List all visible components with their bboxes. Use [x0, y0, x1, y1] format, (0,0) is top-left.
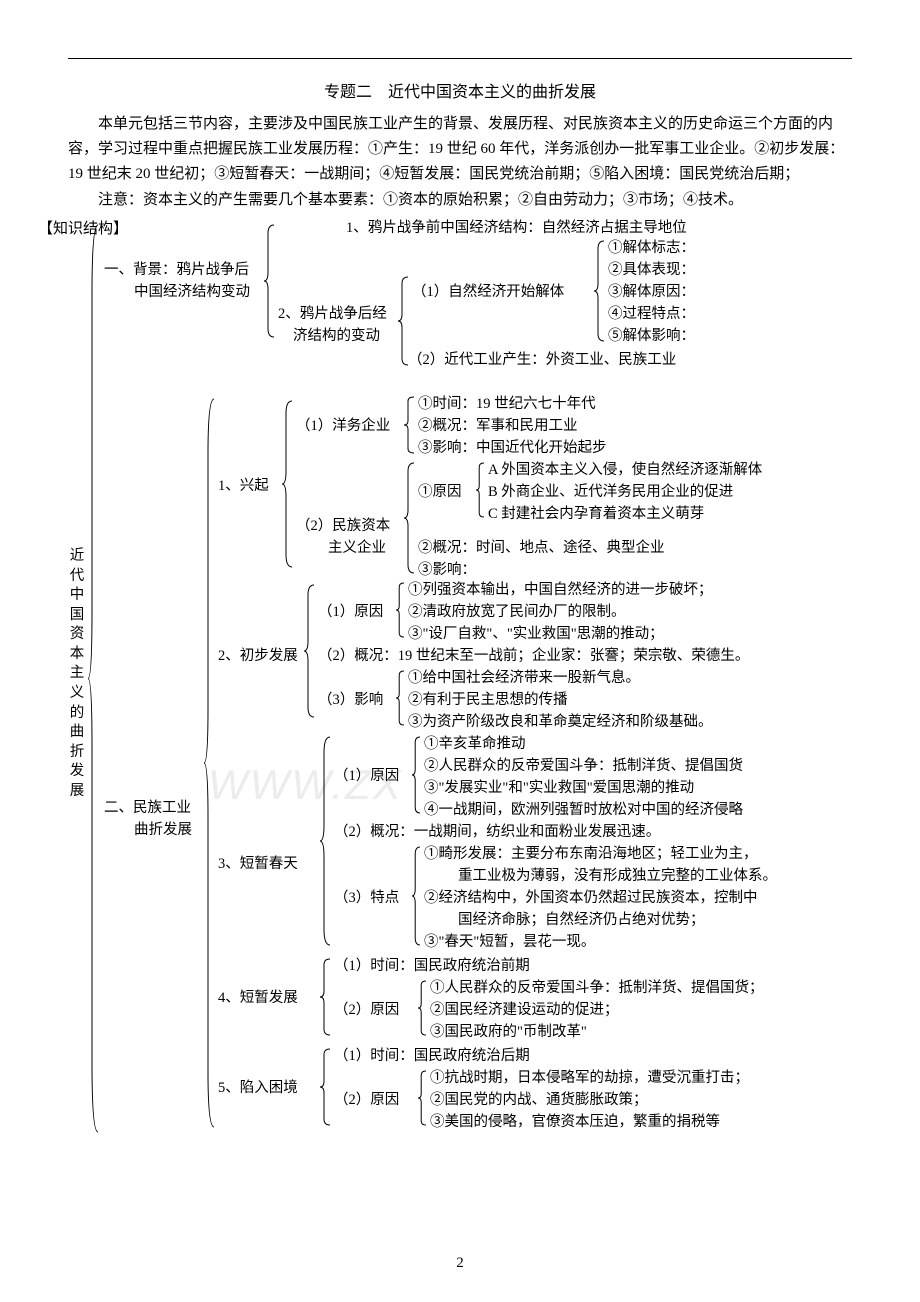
- s1-b2: ②概况：时间、地点、途径、典型企业: [418, 537, 665, 559]
- s4-head: 4、短暂发展: [218, 987, 298, 1009]
- root-label: 近代中国资本主义的曲折发展: [68, 547, 86, 801]
- s2-a-1: ①列强资本输出，中国自然经济的进一步破坏；: [408, 579, 713, 601]
- s3-c-2b: 国经济命脉；自然经济仍占绝对优势；: [458, 909, 705, 931]
- s2-a-2: ②清政府放宽了民间办厂的限制。: [408, 601, 626, 623]
- s3-c-2: ②经济结构中，外国资本仍然超过民族资本，控制中: [424, 887, 758, 909]
- s1-b1-c: C 封建社会内孕育着资本主义萌芽: [488, 503, 704, 525]
- s4-b-3: ③国民政府的"币制改革": [430, 1021, 587, 1043]
- s5-b-2: ②国民党的内战、通货膨胀政策；: [430, 1089, 648, 1111]
- s1-b1-b: B 外商企业、近代洋务民用企业的促进: [488, 481, 733, 503]
- s2-c-3: ③为资产阶级改良和革命奠定经济和阶级基础。: [408, 711, 713, 733]
- s5-b-head: （2）原因: [334, 1089, 399, 1111]
- s1-b1-a: A 外国资本主义入侵，使自然经济逐渐解体: [488, 459, 762, 481]
- intro-para-1: 本单元包括三节内容，主要涉及中国民族工业产生的背景、发展历程、对民族资本主义的历…: [68, 112, 852, 186]
- dev-head-l2: 曲折发展: [134, 819, 192, 841]
- s4-b-2: ②国民经济建设运动的促进；: [430, 999, 619, 1021]
- bg-item2-head-l2: 济结构的变动: [293, 325, 380, 347]
- s5-b-1: ①抗战时期，日本侵略军的劫掠，遭受沉重打击；: [430, 1067, 749, 1089]
- bg-item2a-2: ②具体表现：: [608, 259, 695, 281]
- bg-item2-head: 2、鸦片战争后经: [278, 303, 387, 325]
- bg-head-l1: 一、背景：鸦片战争后: [104, 259, 249, 281]
- top-rule: [68, 58, 852, 59]
- bg-item2a-head: （1）自然经济开始解体: [412, 281, 564, 303]
- bg-item2b: （2）近代工业产生：外资工业、民族工业: [408, 349, 676, 371]
- s3-a-2: ②人民群众的反帝爱国斗争：抵制洋货、提倡国货: [424, 755, 743, 777]
- s1-b-head-l1: （2）民族资本: [296, 515, 390, 537]
- bg-item2a-5: ⑤解体影响：: [608, 325, 695, 347]
- page-content: 专题二 近代中国资本主义的曲折发展 本单元包括三节内容，主要涉及中国民族工业产生…: [68, 78, 852, 1227]
- s1-b1-head: ①原因: [418, 481, 462, 503]
- s3-b: （2）概况：一战期间，纺织业和面粉业发展迅速。: [334, 821, 660, 843]
- s3-a-head: （1）原因: [334, 765, 399, 787]
- s2-c-head: （3）影响: [318, 689, 383, 711]
- s3-a-3: ③"发展实业"和"实业救国"爱国思潮的推动: [424, 777, 694, 799]
- s1-head: 1、兴起: [218, 475, 269, 497]
- s3-c-1: ①畸形发展：主要分布东南沿海地区；轻工业为主，: [424, 843, 758, 865]
- s2-c-2: ②有利于民主思想的传播: [408, 689, 568, 711]
- intro-para-2: 注意：资本主义的产生需要几个基本要素：①资本的原始积累；②自由劳动力；③市场；④…: [68, 188, 852, 213]
- s4-b-head: （2）原因: [334, 999, 399, 1021]
- s3-c-3: ③"春天"短暂，昙花一现。: [424, 931, 595, 953]
- page-number: 2: [0, 1255, 920, 1272]
- s4-b-1: ①人民群众的反帝爱国斗争：抵制洋货、提倡国货；: [430, 977, 764, 999]
- s2-c-1: ①给中国社会经济带来一股新气息。: [408, 667, 640, 689]
- s3-a-1: ①辛亥革命推动: [424, 733, 526, 755]
- s1-a-1: ①时间：19 世纪六七十年代: [418, 393, 596, 415]
- s1-a-2: ②概况：军事和民用工业: [418, 415, 578, 437]
- s5-a: （1）时间：国民政府统治后期: [334, 1045, 530, 1067]
- s2-head: 2、初步发展: [218, 645, 298, 667]
- s3-a-4: ④一战期间，欧洲列强暂时放松对中国的经济侵略: [424, 799, 743, 821]
- s3-c-1b: 重工业极为薄弱，没有形成独立完整的工业体系。: [458, 865, 777, 887]
- outline-tree: WWW.ZX 【知识结构】 近代中国资本主义的曲折发展 一、背景：鸦片战争后 中…: [68, 217, 852, 1227]
- s3-head: 3、短暂春天: [218, 853, 298, 875]
- s5-head: 5、陷入困境: [218, 1077, 298, 1099]
- s1-b-head-l2: 主义企业: [328, 537, 386, 559]
- bg-item2a-3: ③解体原因：: [608, 281, 695, 303]
- s1-a-head: （1）洋务企业: [296, 415, 390, 437]
- dev-head-l1: 二、民族工业: [104, 797, 191, 819]
- bg-item2a-4: ④过程特点：: [608, 303, 695, 325]
- page-title: 专题二 近代中国资本主义的曲折发展: [68, 78, 852, 102]
- s2-b: （2）概况：19 世纪末至一战前；企业家：张謇；荣宗敬、荣德生。: [318, 645, 749, 667]
- s3-c-head: （3）特点: [334, 887, 399, 909]
- bg-item2a-1: ①解体标志：: [608, 237, 695, 259]
- structure-label: 【知识结构】: [38, 217, 128, 242]
- s1-a-3: ③影响：中国近代化开始起步: [418, 437, 607, 459]
- s2-a-3: ③"设厂自救"、"实业救国"思潮的推动；: [408, 623, 664, 645]
- root-label-text: 近代中国资本主义的曲折发展: [70, 548, 85, 799]
- s5-b-3: ③美国的侵略，官僚资本压迫，繁重的捐税等: [430, 1111, 720, 1133]
- s4-a: （1）时间：国民政府统治前期: [334, 955, 530, 977]
- bg-head-l2: 中国经济结构变动: [134, 281, 250, 303]
- s2-a-head: （1）原因: [318, 601, 383, 623]
